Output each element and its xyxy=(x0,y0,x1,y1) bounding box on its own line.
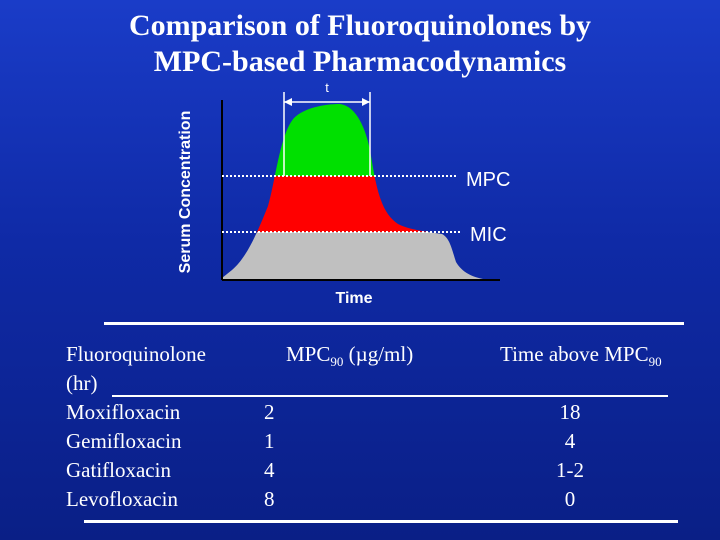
time-above-value: 18 xyxy=(559,400,581,424)
table-row: Gatifloxacin xyxy=(66,456,171,485)
t-arrow-left-icon xyxy=(284,98,292,106)
mpc90-value: 1 xyxy=(264,429,275,453)
header-col1: Fluoroquinolone (hr) xyxy=(66,340,206,398)
mic-label: MIC xyxy=(470,224,507,246)
header-bottom-rule xyxy=(112,395,668,397)
mpc90-value: 8 xyxy=(264,487,275,511)
mpc-label: MPC xyxy=(466,169,510,191)
slide-title: Comparison of Fluoroquinolones by MPC-ba… xyxy=(0,8,720,80)
table-row: Levofloxacin xyxy=(66,485,178,514)
time-above-value: 0 xyxy=(564,487,576,511)
title-line-2: MPC-based Pharmacodynamics xyxy=(153,45,567,78)
title-line-1: Comparison of Fluoroquinolones by xyxy=(128,9,592,42)
region-above-mpc xyxy=(222,104,490,176)
table-top-rule xyxy=(104,322,684,325)
t-marker-label: t xyxy=(325,80,329,95)
time-above-value: 4 xyxy=(564,429,576,453)
header-time-above-mpc90: Time above MPC90 xyxy=(500,342,662,370)
table-row: Gemifloxacin xyxy=(66,427,181,456)
y-axis-label: Serum Concentration xyxy=(177,111,194,274)
x-axis-label: Time xyxy=(335,290,372,307)
header-fluoroquinolone: Fluoroquinolone xyxy=(66,342,206,366)
header-mpc90: MPC90 (µg/ml) xyxy=(286,342,414,370)
table-row: Moxifloxacin xyxy=(66,398,180,427)
header-unit-hr: (hr) xyxy=(66,371,98,395)
mpc90-value: 2 xyxy=(264,400,275,424)
drug-name: Gatifloxacin xyxy=(66,458,171,482)
time-above-value: 1-2 xyxy=(556,458,584,482)
t-arrow-right-icon xyxy=(362,98,370,106)
drug-name: Gemifloxacin xyxy=(66,429,182,453)
region-below-mic xyxy=(222,232,490,280)
drug-name: Levofloxacin xyxy=(66,487,178,511)
drug-name: Moxifloxacin xyxy=(66,400,181,424)
mpc90-value: 4 xyxy=(264,458,275,482)
table-bottom-rule xyxy=(84,520,678,523)
concentration-time-diagram: t MPC MIC Time Serum Concentration xyxy=(177,80,510,307)
